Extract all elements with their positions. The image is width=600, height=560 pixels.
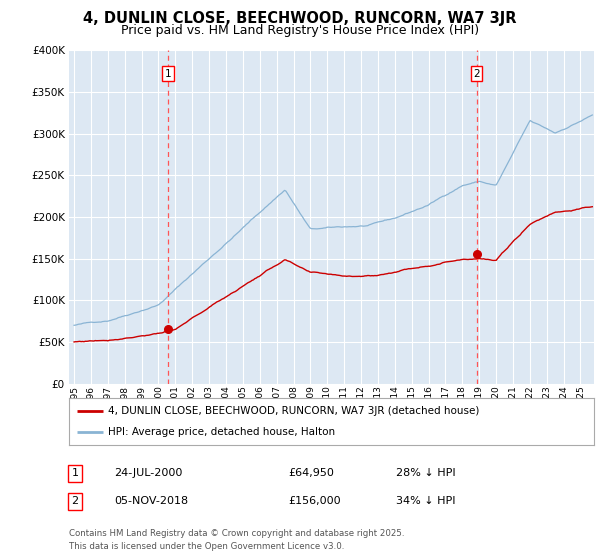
Text: 4, DUNLIN CLOSE, BEECHWOOD, RUNCORN, WA7 3JR (detached house): 4, DUNLIN CLOSE, BEECHWOOD, RUNCORN, WA7…	[109, 406, 480, 416]
Text: £64,950: £64,950	[288, 468, 334, 478]
Text: Contains HM Land Registry data © Crown copyright and database right 2025.: Contains HM Land Registry data © Crown c…	[69, 529, 404, 538]
Text: 34% ↓ HPI: 34% ↓ HPI	[396, 496, 455, 506]
Text: 1: 1	[71, 468, 79, 478]
Text: £156,000: £156,000	[288, 496, 341, 506]
Text: Price paid vs. HM Land Registry's House Price Index (HPI): Price paid vs. HM Land Registry's House …	[121, 24, 479, 36]
Text: 05-NOV-2018: 05-NOV-2018	[114, 496, 188, 506]
Text: This data is licensed under the Open Government Licence v3.0.: This data is licensed under the Open Gov…	[69, 542, 344, 550]
Text: 4, DUNLIN CLOSE, BEECHWOOD, RUNCORN, WA7 3JR: 4, DUNLIN CLOSE, BEECHWOOD, RUNCORN, WA7…	[83, 11, 517, 26]
Text: HPI: Average price, detached house, Halton: HPI: Average price, detached house, Halt…	[109, 427, 335, 437]
Text: 24-JUL-2000: 24-JUL-2000	[114, 468, 182, 478]
Text: 2: 2	[473, 69, 480, 79]
Text: 1: 1	[164, 69, 171, 79]
Text: 2: 2	[71, 496, 79, 506]
Text: 28% ↓ HPI: 28% ↓ HPI	[396, 468, 455, 478]
